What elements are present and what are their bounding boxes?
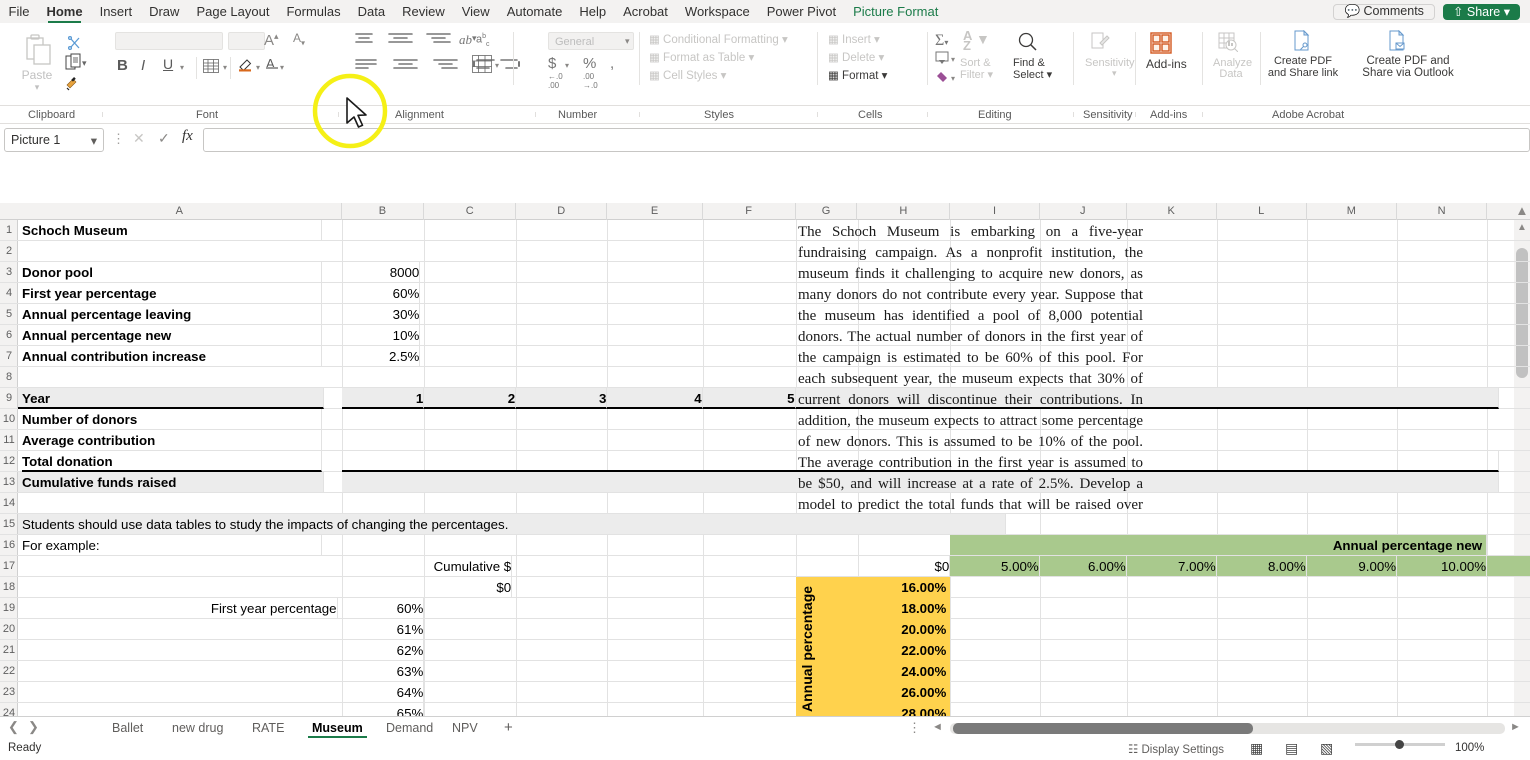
svg-text:ab: ab	[459, 32, 473, 47]
